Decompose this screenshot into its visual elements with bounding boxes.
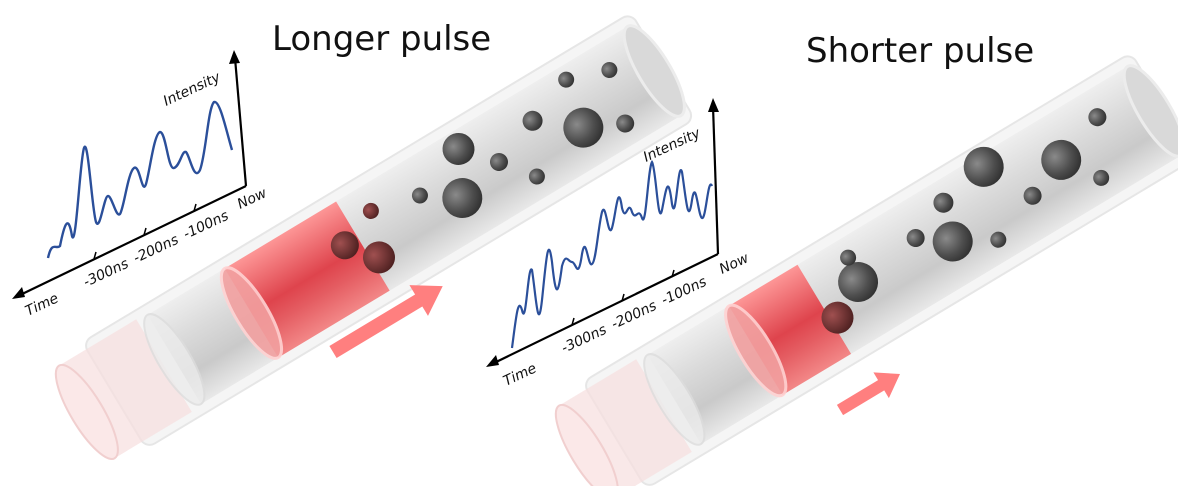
tick-mark bbox=[93, 203, 197, 260]
direction-arrow bbox=[836, 372, 901, 416]
particle bbox=[906, 229, 925, 248]
particle bbox=[330, 231, 359, 260]
signal-trace bbox=[510, 160, 714, 349]
signal-trace bbox=[46, 100, 234, 259]
particle bbox=[558, 71, 575, 88]
particle bbox=[601, 61, 618, 78]
particle bbox=[932, 221, 973, 262]
particle bbox=[933, 192, 954, 213]
particle bbox=[1041, 139, 1082, 180]
direction-arrow bbox=[329, 285, 443, 359]
pink-ghost-end bbox=[54, 363, 119, 460]
particle bbox=[616, 114, 635, 133]
particle bbox=[362, 202, 379, 219]
particle bbox=[1088, 108, 1107, 127]
particles bbox=[330, 61, 635, 274]
particle bbox=[563, 107, 604, 148]
particle bbox=[489, 152, 508, 171]
panel-title: Shorter pulse bbox=[806, 31, 1034, 71]
panel-longer-pulse: Longer pulse bbox=[12, 15, 693, 460]
x-axis-label: Time bbox=[23, 290, 61, 319]
now-label: Now bbox=[717, 250, 752, 278]
particle bbox=[362, 241, 395, 274]
laser-pulse bbox=[728, 264, 852, 396]
particle bbox=[963, 146, 1004, 187]
particle bbox=[840, 249, 857, 266]
intensity-axis bbox=[711, 105, 720, 255]
pink-ghost-end bbox=[554, 403, 619, 486]
time-axis bbox=[17, 185, 247, 297]
particle bbox=[442, 132, 475, 165]
particle bbox=[1093, 169, 1110, 186]
particle bbox=[528, 168, 545, 185]
intensity-axis bbox=[233, 57, 248, 187]
panel-title: Longer pulse bbox=[272, 19, 491, 59]
time-axis bbox=[491, 253, 719, 365]
particle bbox=[838, 261, 879, 302]
tube bbox=[54, 15, 693, 460]
tube bbox=[554, 55, 1178, 486]
particles bbox=[821, 108, 1110, 334]
tick-mark bbox=[571, 269, 675, 326]
particle bbox=[411, 187, 428, 204]
particle bbox=[821, 301, 854, 334]
particle bbox=[990, 231, 1007, 248]
particle bbox=[522, 110, 543, 131]
x-axis-label: Time bbox=[501, 360, 539, 389]
particle bbox=[1023, 186, 1042, 205]
particle bbox=[442, 178, 483, 219]
